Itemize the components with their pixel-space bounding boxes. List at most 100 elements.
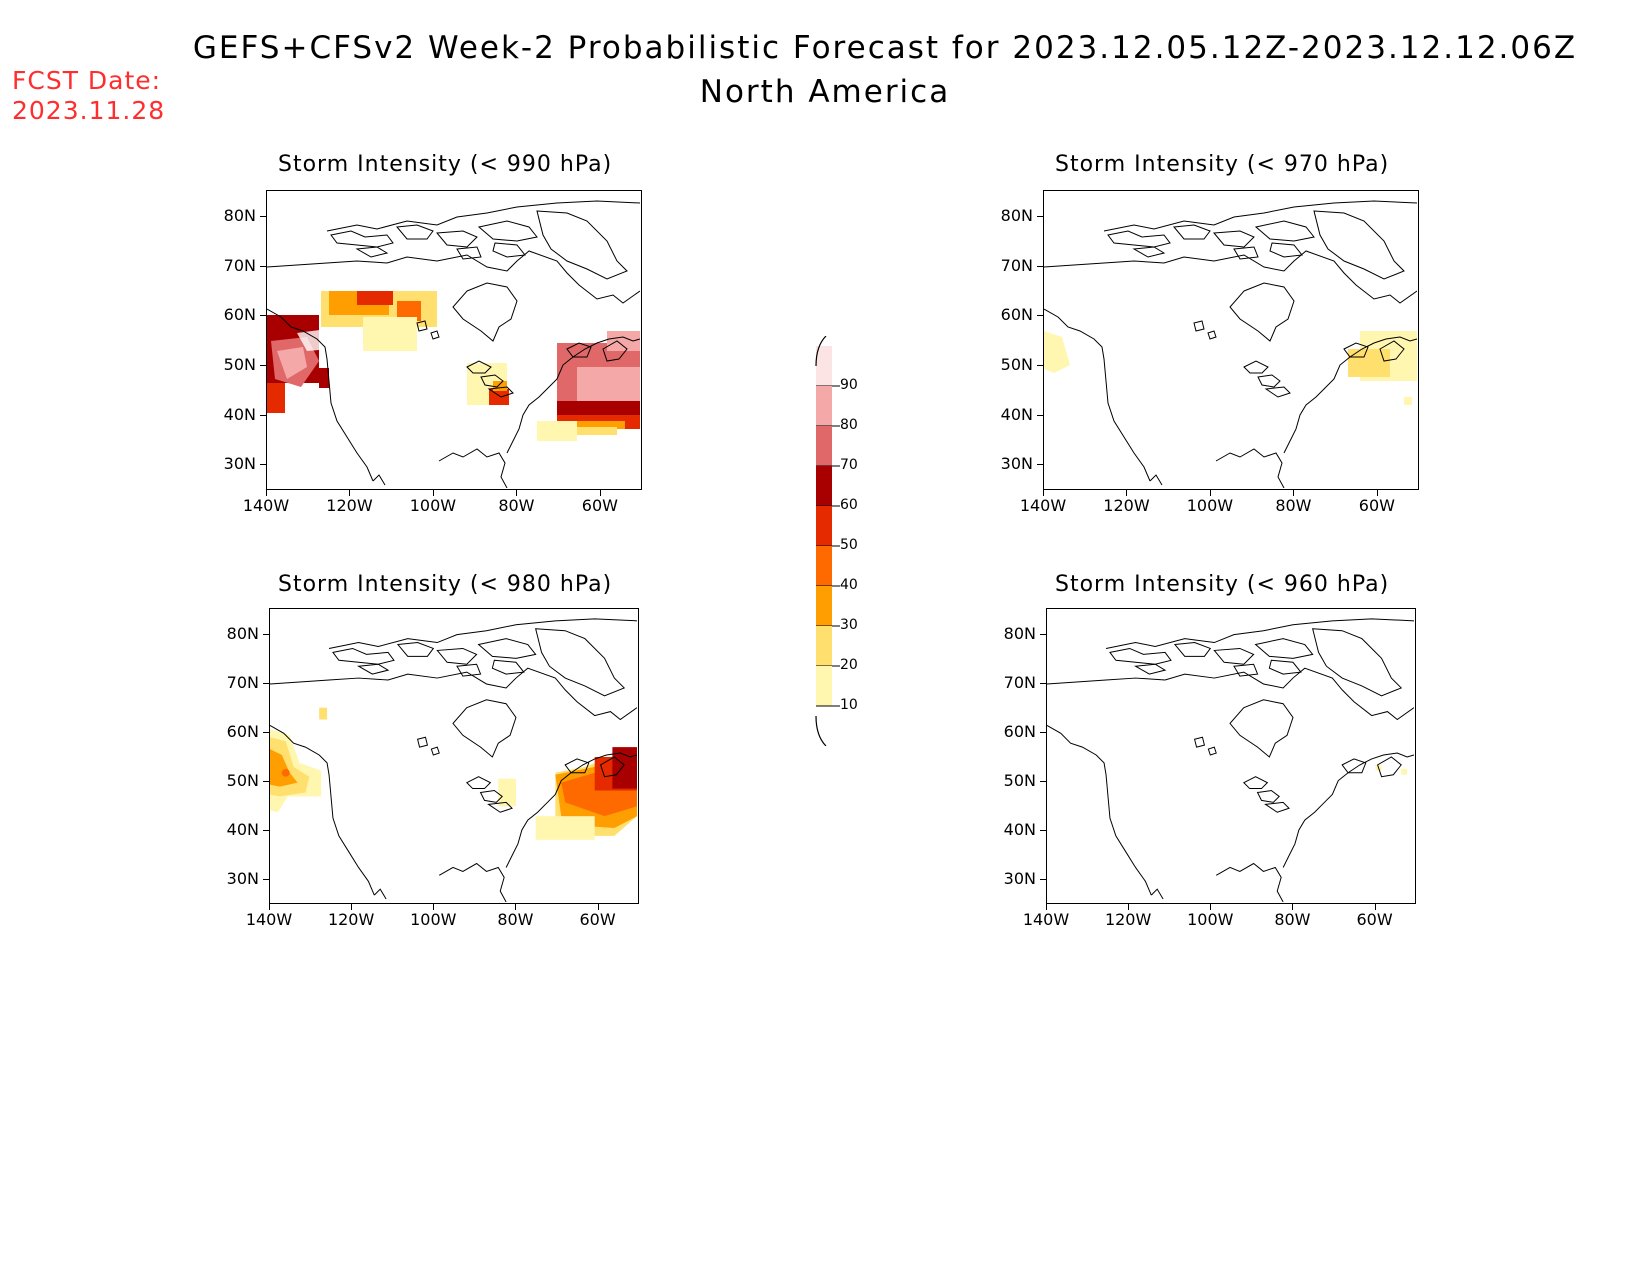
forecast-date-block: FCST Date: 2023.11.28 (12, 66, 165, 126)
forecast-date-label: FCST Date: (12, 66, 162, 95)
colorbar-swatch (816, 426, 832, 466)
coastline-segment (1243, 360, 1269, 374)
lat-tick-mark (1040, 829, 1046, 831)
coastline-segment (1233, 663, 1259, 677)
probability-shading (267, 291, 640, 441)
prob-cell (557, 401, 640, 419)
prob-cell (281, 768, 290, 777)
lon-tick-label: 80W (498, 496, 535, 515)
coastline-segment (438, 862, 507, 902)
coastline-segment (356, 663, 390, 675)
map-frame (269, 608, 639, 904)
lat-tick-mark (260, 364, 266, 366)
colorbar-swatch (816, 466, 832, 506)
lat-tick-mark (1037, 315, 1043, 317)
lon-tick-label: 60W (581, 496, 618, 515)
coastline-segment (1254, 638, 1314, 659)
prob-cell (493, 381, 507, 391)
colorbar-label: 50 (840, 537, 858, 553)
coastline-segment (1193, 736, 1206, 748)
region-subtitle: North America (699, 74, 951, 110)
lat-tick-mark (263, 633, 269, 635)
coastline-segment (487, 386, 514, 398)
coastline-segment (492, 242, 526, 258)
coastline-segment (1105, 618, 1414, 649)
panel-title: Storm Intensity (< 960 hPa) (1055, 572, 1390, 597)
colorbar (815, 336, 840, 746)
coastline-segment (1149, 474, 1163, 486)
coastline-segment (452, 699, 517, 758)
coastline-segment (1193, 320, 1205, 332)
lon-tick-mark (1043, 490, 1044, 496)
coastline-segment (477, 638, 537, 659)
coastline-segment (535, 628, 626, 697)
panel-title: Storm Intensity (< 980 hPa) (278, 572, 613, 597)
coastline (1044, 200, 1417, 488)
colorbar-label: 70 (840, 457, 858, 473)
lon-tick-mark (1292, 904, 1294, 910)
prob-cell (607, 331, 640, 351)
prob-cell (577, 367, 640, 401)
coastline-segment (1132, 246, 1166, 258)
forecast-date-value: 2023.11.28 (12, 96, 166, 125)
colorbar-swatch (816, 586, 832, 626)
coastline-segment (1313, 210, 1405, 280)
coastline-segment (491, 659, 525, 675)
prob-cell (267, 383, 285, 413)
lon-tick-label: 120W (327, 910, 375, 929)
lon-tick-mark (516, 490, 518, 496)
coastline (1047, 618, 1414, 902)
lon-tick-label: 120W (1103, 496, 1150, 515)
lon-tick-label: 140W (242, 496, 290, 515)
prob-cell (1404, 397, 1412, 405)
coastline-segment (332, 647, 395, 665)
map-plot-980 (270, 618, 637, 902)
coastline-segment (355, 246, 389, 258)
coastline-segment (1257, 374, 1281, 388)
coastline-segment (456, 663, 482, 677)
coastline-segment (438, 448, 508, 488)
coastline-segment (1268, 659, 1302, 675)
lat-tick-label: 50N (1000, 354, 1033, 374)
colorbar-label: 20 (840, 657, 858, 673)
coastline-segment (479, 790, 503, 803)
coastline-segment (506, 336, 640, 454)
panel-title: Storm Intensity (< 990 hPa) (278, 152, 613, 177)
coastline-segment (1283, 336, 1417, 454)
coastline-segment (1264, 801, 1290, 813)
lat-tick-label: 30N (1003, 868, 1036, 888)
lat-tick-mark (1037, 414, 1043, 416)
prob-cell (270, 749, 298, 787)
coastline-segment (430, 330, 440, 340)
coastline-segment (1341, 758, 1367, 774)
lat-tick-label: 80N (1000, 206, 1033, 226)
lon-tick-label: 80W (497, 910, 534, 929)
colorbar-label: 30 (840, 617, 858, 633)
lon-tick-label: 80W (1275, 496, 1312, 515)
colorbar-label: 60 (840, 497, 858, 513)
colorbar-bottom-cap (815, 715, 827, 746)
coastline-segment (480, 374, 504, 388)
lon-tick-label: 60W (1358, 496, 1395, 515)
lat-tick-label: 60N (1000, 305, 1033, 325)
prob-cell (357, 291, 393, 305)
lon-tick-label: 140W (1019, 496, 1067, 515)
coastline-segment (456, 246, 482, 260)
lat-tick-mark (1037, 216, 1043, 218)
coastline-segment (1044, 308, 1151, 482)
map-plot-960 (1047, 618, 1414, 902)
prob-cell (498, 778, 516, 807)
lat-tick-label: 50N (223, 354, 256, 374)
probability-shading (270, 707, 637, 840)
coastline-segment (267, 250, 640, 304)
lon-tick-mark (1126, 490, 1128, 496)
lon-tick-mark (1376, 490, 1378, 496)
lat-tick-label: 40N (1000, 404, 1033, 424)
lon-tick-mark (349, 490, 351, 496)
lon-tick-mark (1210, 904, 1212, 910)
coastline-segment (1269, 242, 1303, 258)
coastline-segment (566, 342, 592, 358)
coastline-segment (536, 210, 628, 280)
coastline-segment (465, 776, 492, 790)
coastline-segment (1173, 642, 1212, 657)
